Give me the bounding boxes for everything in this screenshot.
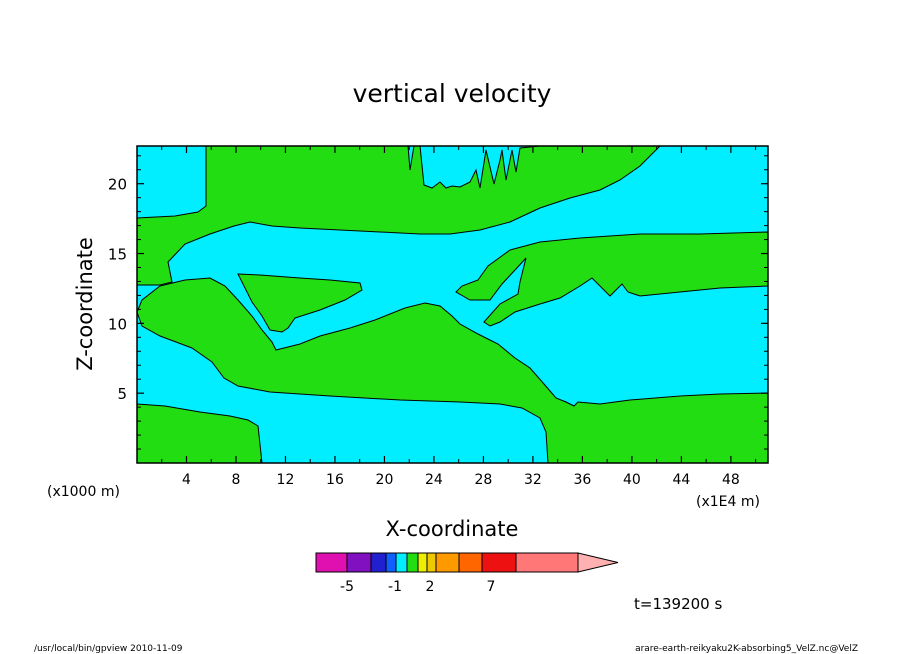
- colorbar-segment: [515, 552, 579, 573]
- x-tick-label: 20: [376, 472, 394, 488]
- y-tick-label: 20: [108, 176, 127, 194]
- contour-region-right: [455, 231, 769, 327]
- colorbar-labels: -5 -1 2 7: [340, 579, 495, 595]
- x-axis-label: X-coordinate: [386, 517, 519, 541]
- colorbar-label: -1: [388, 579, 402, 595]
- footer-right: arare-earth-reikyaku2K-absorbing5_VelZ.n…: [635, 644, 858, 654]
- colorbar-segment: [385, 552, 397, 573]
- y-tick-label: 10: [108, 315, 127, 333]
- x-tick-label: 32: [524, 472, 542, 488]
- colorbar-segment: [458, 552, 483, 573]
- x-tick-label: 36: [573, 472, 591, 488]
- footer-left: /usr/local/bin/gpview 2010-11-09: [34, 644, 183, 654]
- contour-region-middle: [136, 277, 769, 464]
- y-tick-label: 5: [117, 385, 127, 403]
- colorbar-segment: [315, 552, 348, 573]
- colorbar-label: -5: [340, 579, 354, 595]
- colorbar-label: 2: [426, 579, 435, 595]
- y-tick-label: 15: [108, 246, 127, 264]
- colorbar-segment: [417, 552, 428, 573]
- y-axis: 5 10 15 20: [108, 155, 768, 450]
- x-tick-label: 40: [623, 472, 641, 488]
- colorbar-segment: [346, 552, 372, 573]
- colorbar-arrow: [577, 552, 619, 573]
- colorbar-segment: [435, 552, 460, 573]
- colorbar-segment: [406, 552, 419, 573]
- chart-title: vertical velocity: [353, 79, 552, 108]
- plot-frame: [136, 145, 769, 464]
- x-tick-label: 48: [722, 472, 740, 488]
- x-tick-label: 8: [232, 472, 241, 488]
- x-tick-label: 12: [277, 472, 295, 488]
- y-axis-label: Z-coordinate: [73, 237, 97, 371]
- colorbar: [315, 552, 619, 573]
- contour-region-island-left: [237, 273, 363, 333]
- x-tick-label: 44: [672, 472, 690, 488]
- colorbar-segment: [481, 552, 517, 573]
- x-tick-label: 16: [326, 472, 344, 488]
- time-label: t=139200 s: [634, 595, 722, 613]
- contour-region-top: [136, 145, 662, 286]
- x-unit-label: (x1E4 m): [696, 494, 760, 510]
- contour-positive-regions: [136, 145, 769, 464]
- x-tick-label: 4: [182, 472, 191, 488]
- x-scale-label: (x1000 m): [47, 484, 120, 500]
- x-tick-label: 24: [425, 472, 443, 488]
- x-tick-label: 28: [475, 472, 493, 488]
- colorbar-segment: [426, 552, 437, 573]
- colorbar-label: 7: [487, 579, 496, 595]
- colorbar-segment: [395, 552, 408, 573]
- colorbar-segment: [370, 552, 387, 573]
- x-axis: 4 8 12 16 20 24 28 32 36 40 44 48: [161, 146, 757, 488]
